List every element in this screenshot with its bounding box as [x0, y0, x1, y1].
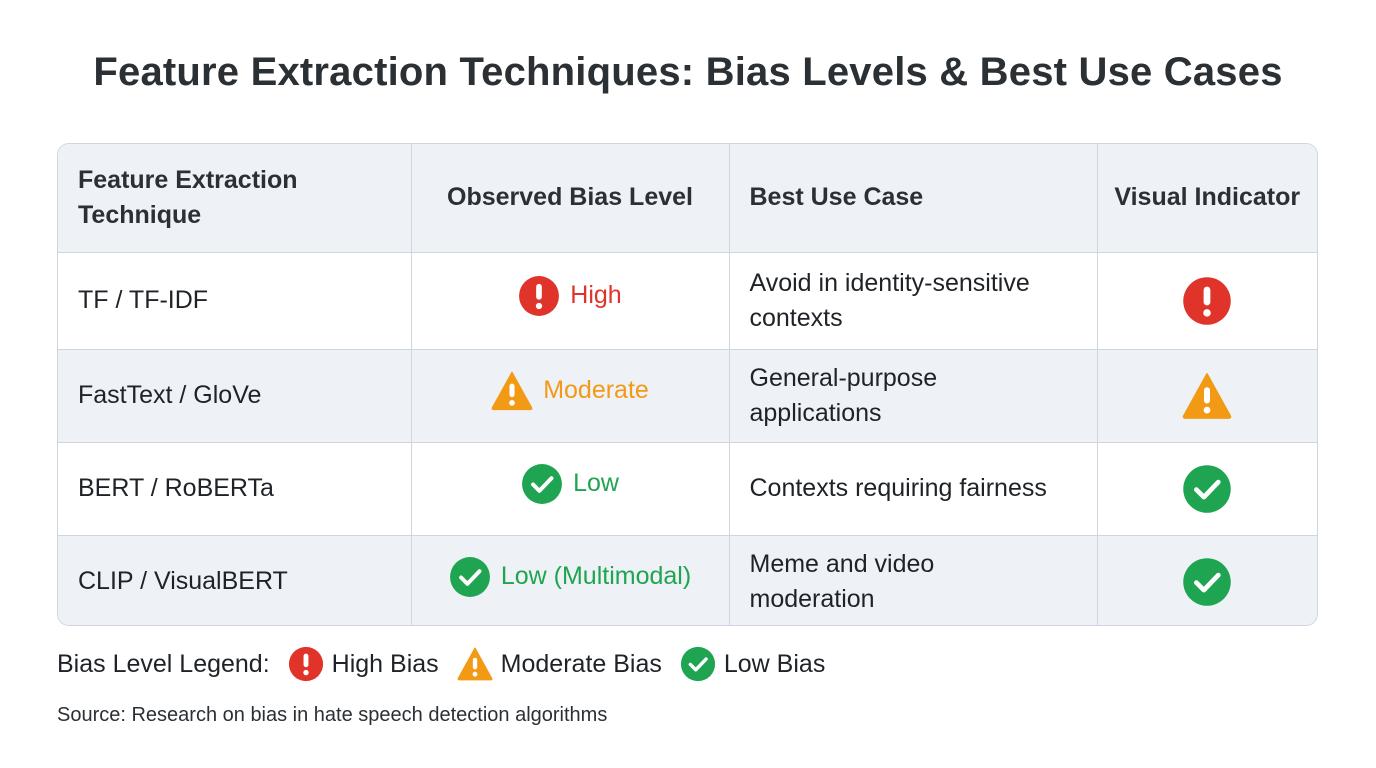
visual-indicator-cell: [1097, 442, 1317, 536]
warning-triangle-icon: [1182, 371, 1232, 421]
header-bias-level: Observed Bias Level: [411, 144, 730, 253]
technique-cell: CLIP / VisualBERT: [58, 535, 412, 625]
visual-indicator-cell: [1097, 349, 1317, 443]
table-header-row: Feature Extraction Technique Observed Bi…: [58, 144, 1317, 253]
check-circle-icon: [1182, 557, 1232, 607]
header-visual-indicator: Visual Indicator: [1097, 144, 1317, 253]
check-circle-icon: [449, 556, 491, 598]
check-circle-icon: [1182, 464, 1232, 514]
technique-cell: FastText / GloVe: [58, 349, 412, 443]
use-case-cell: Meme and video moderation: [729, 535, 1098, 625]
exclamation-circle-icon: [1182, 276, 1232, 326]
visual-indicator-cell: [1097, 535, 1317, 625]
bias-level-cell: Low: [411, 442, 730, 536]
legend-item-low: Low Bias: [680, 646, 825, 682]
table-row: BERT / RoBERTa Low Contexts requiring fa…: [58, 442, 1317, 536]
warning-triangle-icon: [491, 370, 533, 412]
technique-cell: TF / TF-IDF: [58, 252, 412, 350]
bias-level-cell: Low (Multimodal): [411, 535, 730, 625]
exclamation-circle-icon: [518, 275, 560, 317]
use-case-cell: General-purpose applications: [729, 349, 1098, 443]
check-circle-icon: [680, 646, 716, 682]
page-title: Feature Extraction Techniques: Bias Leve…: [93, 50, 1283, 94]
use-case-cell: Avoid in identity-sensitive contexts: [729, 252, 1098, 350]
legend-item-high: High Bias: [288, 646, 439, 682]
check-circle-icon: [521, 463, 563, 505]
warning-triangle-icon: [457, 646, 493, 682]
use-case-cell: Contexts requiring fairness: [729, 442, 1098, 536]
bias-table: Feature Extraction Technique Observed Bi…: [57, 143, 1318, 626]
legend-item-label: High Bias: [331, 649, 439, 678]
bias-level-text: High: [570, 281, 622, 309]
bias-level-text: Low: [573, 469, 619, 497]
exclamation-circle-icon: [288, 646, 324, 682]
table-row: FastText / GloVe Moderate General-purpos…: [58, 349, 1317, 443]
legend-item-label: Moderate Bias: [500, 649, 662, 678]
bias-level-text: Moderate: [543, 376, 649, 404]
bias-level-cell: High: [411, 252, 730, 350]
technique-cell: BERT / RoBERTa: [58, 442, 412, 536]
legend-item-moderate: Moderate Bias: [457, 646, 662, 682]
legend-label: Bias Level Legend:: [57, 649, 270, 678]
table-row: CLIP / VisualBERT Low (Multimodal) Meme …: [58, 535, 1317, 625]
bias-level-cell: Moderate: [411, 349, 730, 443]
bias-legend: Bias Level Legend: High Bias Moderate Bi…: [57, 644, 825, 684]
header-technique: Feature Extraction Technique: [58, 144, 412, 253]
header-use-case: Best Use Case: [729, 144, 1098, 253]
source-note: Source: Research on bias in hate speech …: [57, 704, 608, 726]
legend-item-label: Low Bias: [723, 649, 826, 678]
table-row: TF / TF-IDF High Avoid in identity-sensi…: [58, 252, 1317, 350]
bias-level-text: Low (Multimodal): [500, 562, 692, 591]
visual-indicator-cell: [1097, 252, 1317, 350]
